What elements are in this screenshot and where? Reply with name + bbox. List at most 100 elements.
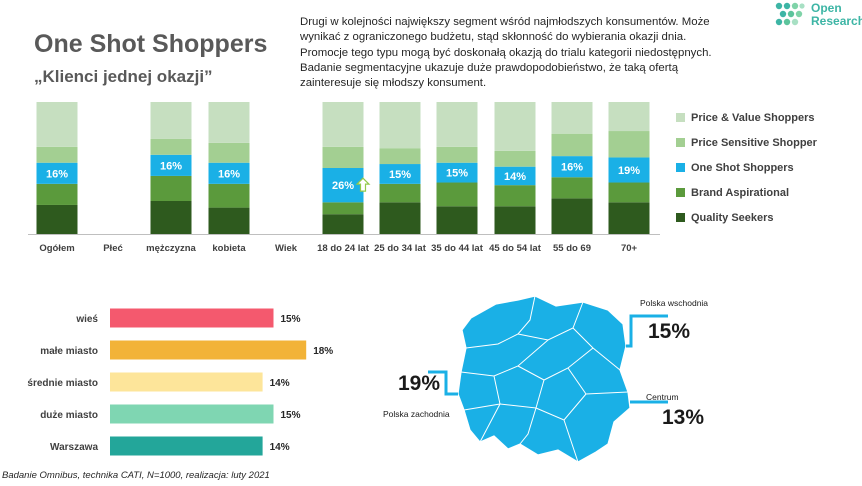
bar-warszawa (110, 436, 263, 456)
bar-segment-price-sensitive-shopper-45-do-54-lat (494, 150, 536, 167)
page-subtitle: „Klienci jednej okazji” (34, 67, 213, 86)
bar-segment-one-shot-shoppers-45-do-54-lat (494, 166, 536, 186)
bar-segment-quality-seekers-35-do-44-lat (436, 206, 478, 234)
callout-line-west (428, 370, 458, 396)
bar-segment-one-shot-shoppers-mezczyzna (150, 154, 192, 176)
bar-segment-quality-seekers-kobieta (208, 207, 250, 234)
region-label-east: Polska wschodnia (640, 298, 709, 308)
category-label-warszawa: Warszawa (50, 442, 98, 453)
legend-label: Brand Aspirational (691, 187, 789, 199)
legend-swatch (676, 188, 685, 197)
data-label-45-do-54-lat: 14% (504, 171, 526, 183)
bar-segment-price-value-shoppers-ogolem (36, 102, 78, 147)
bar-segment-price-sensitive-shopper-70 (608, 131, 650, 158)
page-title: One Shot Shoppers (34, 30, 268, 58)
bar-segment-price-sensitive-shopper-ogolem (36, 146, 78, 163)
bar-segment-brand-aspirational-70 (608, 182, 650, 203)
horizontal-bar-chart: wieś 15% małe miasto 18% średnie miasto 14% du… (27, 308, 333, 456)
data-label-kobieta: 16% (218, 168, 240, 180)
up-arrow-icon (355, 177, 371, 192)
x-tick-label-25-do-34-lat: 25 do 34 lat (374, 243, 427, 254)
poland-map (428, 295, 668, 463)
bar-segment-brand-aspirational-35-do-44-lat (436, 182, 478, 207)
logo-dots-icon (775, 2, 805, 26)
logo-line-2: Research (811, 14, 862, 28)
value-label-warszawa: 14% (270, 442, 290, 453)
bar-segment-price-value-shoppers-18-do-24-lat (322, 102, 364, 147)
region-value-west: 19% (398, 372, 441, 395)
legend-swatch (676, 138, 685, 147)
bar-segment-price-value-shoppers-35-do-44-lat (436, 102, 478, 147)
category-label-wies: wieś (75, 314, 98, 325)
x-tick-label-18-do-24-lat: 18 do 24 lat (317, 243, 370, 254)
bar-segment-quality-seekers-18-do-24-lat (322, 214, 364, 234)
logo-text: Open Research (811, 2, 862, 28)
x-tick-label-35-do-44-lat: 35 do 44 lat (431, 243, 484, 254)
bar-segment-price-value-shoppers-70 (608, 102, 650, 132)
x-tick-label-mezczyzna: mężczyzna (146, 243, 196, 254)
region-value-centre: 13% (662, 406, 705, 429)
bar-segment-quality-seekers-25-do-34-lat (379, 202, 421, 234)
bar-duze-miasto (110, 404, 274, 424)
bar-segment-price-value-shoppers-mezczyzna (150, 102, 192, 139)
value-label-srednie-miasto: 14% (270, 378, 290, 389)
x-tick-label-kobieta: kobieta (212, 243, 246, 254)
bar-segment-price-sensitive-shopper-35-do-44-lat (436, 146, 478, 163)
data-label-mezczyzna: 16% (160, 160, 182, 172)
data-label-70: 19% (618, 165, 640, 177)
value-label-duze-miasto: 15% (281, 410, 301, 421)
legend-label: Price & Value Shoppers (691, 112, 815, 124)
bar-segment-price-sensitive-shopper-25-do-34-lat (379, 148, 421, 165)
voivodeship-borders (460, 295, 629, 463)
legend-label: Price Sensitive Shopper (691, 137, 817, 149)
bar-segment-quality-seekers-mezczyzna (150, 201, 192, 234)
legend-swatch (676, 113, 685, 122)
bar-segment-price-value-shoppers-25-do-34-lat (379, 102, 421, 149)
source-note: Badanie Omnibus, technika CATI, N=1000, … (2, 470, 270, 481)
x-tick-label-wiek: Wiek (275, 243, 298, 254)
category-label-duze-miasto: duże miasto (40, 410, 98, 421)
data-label-ogolem: 16% (46, 168, 68, 180)
bar-segment-one-shot-shoppers-ogolem (36, 162, 78, 184)
data-label-25-do-34-lat: 15% (389, 169, 411, 181)
bar-segment-brand-aspirational-45-do-54-lat (494, 185, 536, 207)
bar-segment-price-value-shoppers-55-do-69 (551, 102, 593, 134)
bar-segment-quality-seekers-45-do-54-lat (494, 206, 536, 234)
x-tick-label-plec: Płeć (103, 243, 123, 254)
x-tick-label-45-do-54-lat: 45 do 54 lat (489, 243, 542, 254)
bar-segment-brand-aspirational-kobieta (208, 183, 250, 208)
bar-segment-price-value-shoppers-45-do-54-lat (494, 102, 536, 151)
data-label-18-do-24-lat: 26% (332, 180, 354, 192)
bar-segment-quality-seekers-55-do-69 (551, 198, 593, 234)
category-label-male-miasto: małe miasto (40, 346, 98, 357)
bar-segment-one-shot-shoppers-kobieta (208, 162, 250, 184)
legend-label: One Shot Shoppers (691, 162, 794, 174)
bar-segment-price-sensitive-shopper-18-do-24-lat (322, 146, 364, 168)
stacked-bar-chart: 16% Ogółem Płeć 16% mężczyzna 16% kobieta Wiek 2… (28, 102, 660, 254)
x-tick-label-70: 70+ (621, 243, 638, 254)
legend-swatch (676, 213, 685, 222)
bar-segment-price-value-shoppers-kobieta (208, 102, 250, 143)
bar-segment-one-shot-shoppers-35-do-44-lat (436, 162, 478, 183)
bar-segment-brand-aspirational-ogolem (36, 183, 78, 205)
bar-segment-brand-aspirational-55-do-69 (551, 177, 593, 199)
value-label-male-miasto: 18% (313, 346, 333, 357)
legend-swatch (676, 163, 685, 172)
bar-segment-brand-aspirational-mezczyzna (150, 175, 192, 201)
bar-segment-brand-aspirational-25-do-34-lat (379, 183, 421, 203)
bar-segment-one-shot-shoppers-25-do-34-lat (379, 164, 421, 184)
poland-map-shape (457, 295, 631, 463)
bar-segment-price-sensitive-shopper-mezczyzna (150, 138, 192, 155)
data-label-55-do-69: 16% (561, 162, 583, 174)
region-label-centre: Centrum (646, 392, 679, 402)
description-text: Drugi w kolejności największy segment wś… (300, 16, 712, 90)
region-value-east: 15% (648, 320, 691, 343)
callout-line-east (626, 314, 668, 348)
bar-wies (110, 308, 274, 328)
bar-segment-price-sensitive-shopper-55-do-69 (551, 133, 593, 157)
data-label-35-do-44-lat: 15% (446, 168, 468, 180)
category-label-srednie-miasto: średnie miasto (27, 378, 98, 389)
logo-line-1: Open (811, 1, 842, 15)
bar-segment-one-shot-shoppers-18-do-24-lat (322, 168, 364, 203)
bar-segment-one-shot-shoppers-55-do-69 (551, 156, 593, 178)
